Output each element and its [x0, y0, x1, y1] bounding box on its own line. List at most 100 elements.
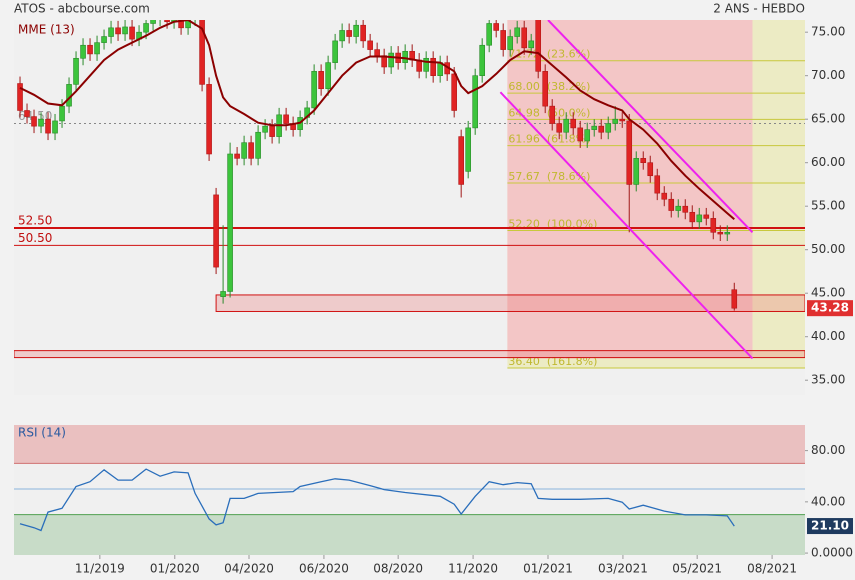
rsi-last-label: 21.10 [811, 519, 849, 533]
ema-legend: MME (13) [18, 23, 75, 37]
candle-body [682, 205, 689, 213]
candle-body [311, 71, 317, 109]
candle-body [353, 24, 359, 37]
candle-body [59, 105, 65, 122]
candle-body [143, 23, 149, 33]
support-zone [215, 294, 805, 312]
candle-body [402, 51, 408, 63]
candle-body [150, 20, 156, 24]
candle-body [346, 30, 352, 37]
candle-body [241, 142, 247, 159]
candle-body [556, 123, 563, 133]
candle-body [206, 84, 212, 155]
price-plot: 71.72 (23.6%)68.00 (38.2%)64.98 (50.0%)6… [14, 15, 805, 369]
level-label: 50.50 [18, 231, 52, 245]
oversold-zone [14, 514, 805, 555]
candle-body [577, 127, 584, 142]
last-price-box [807, 300, 853, 317]
candle-body [360, 24, 366, 42]
candle-body [619, 118, 626, 122]
level-label: 52.50 [18, 213, 52, 227]
y-tick-label: 45.00 [811, 286, 845, 300]
candle-body [451, 73, 457, 111]
rsi-legend: RSI (14) [18, 426, 66, 440]
candle-body [122, 26, 128, 35]
candle-body [703, 214, 710, 219]
candle-body [31, 116, 37, 127]
candle-body [521, 27, 528, 49]
candle-body [598, 125, 605, 133]
candle-body [633, 158, 640, 185]
rsi-tick-label: 40.00 [811, 494, 845, 508]
fibonacci-label: 68.00 (38.2%) [508, 80, 590, 93]
candle-body [465, 127, 471, 172]
rsi-line [19, 468, 735, 532]
candle-body [710, 218, 717, 233]
candle-body [38, 118, 44, 127]
candle-body [52, 120, 58, 134]
candle-body [549, 105, 556, 124]
candle-body [661, 192, 668, 200]
candle-body [332, 40, 338, 63]
candle-body [423, 57, 429, 72]
x-tick-label: 04/2020 [224, 562, 274, 576]
last-price-label: 43.28 [811, 301, 849, 315]
candle-body [248, 142, 254, 159]
candle-body [339, 30, 345, 42]
candle-body [654, 175, 661, 194]
candle-body [612, 118, 619, 124]
candle-body [689, 211, 696, 223]
y-tick-label: 35.00 [811, 373, 845, 387]
candle-body [605, 123, 612, 133]
y-tick-label: 75.00 [811, 25, 845, 39]
candle-body [731, 289, 738, 309]
x-tick-label: 11/2019 [75, 562, 125, 576]
candle-body [318, 71, 324, 90]
candle-body [486, 23, 492, 46]
x-tick-label: 08/2021 [747, 562, 797, 576]
candle-body [283, 114, 289, 124]
channel-line [499, 91, 754, 360]
candle-body [178, 20, 184, 29]
x-tick-label: 01/2021 [523, 562, 573, 576]
fibonacci-label: 57.67 (78.6%) [508, 170, 590, 183]
x-tick-label: 01/2020 [150, 562, 200, 576]
y-tick-label: 55.00 [811, 199, 845, 213]
candle-body [535, 20, 542, 72]
channel-line [547, 20, 754, 233]
candle-body [500, 30, 506, 50]
candle-body [458, 136, 464, 185]
candle-body [199, 20, 205, 85]
chart-subtitle: 2 ANS - HEBDO [713, 2, 805, 16]
candle-body [514, 27, 520, 37]
candle-body [563, 118, 570, 133]
candle-body [647, 162, 654, 177]
candle-body [528, 40, 535, 49]
axes: 35.00 40.00 45.00 50.00 55.00 60.00 65.00 70.00… [75, 25, 853, 576]
fibonacci-label: 64.98 (50.0%) [508, 106, 590, 119]
candle-body [262, 125, 268, 133]
candle-body [101, 36, 107, 43]
candle-body [129, 26, 135, 40]
x-tick-label: 08/2020 [373, 562, 423, 576]
candle-body [164, 20, 170, 23]
candle-body [193, 15, 198, 19]
fibonacci-label: 36.40 (161.8%) [508, 355, 597, 368]
candle-body [570, 118, 577, 129]
overbought-zone [14, 425, 805, 464]
candle-body [73, 57, 79, 85]
candle-body [87, 44, 93, 55]
candle-body [80, 44, 86, 59]
fibonacci-label: 61.96 (61.8%) [508, 133, 590, 146]
candle-body [717, 231, 724, 235]
candle-body [269, 125, 275, 137]
candle-body [17, 83, 23, 111]
rsi-last-box [807, 518, 853, 535]
candle-body [479, 44, 485, 76]
rsi-tick-label: 80.00 [811, 443, 845, 457]
candle-body [227, 153, 233, 292]
candle-body [626, 120, 633, 185]
candle-body [115, 27, 121, 35]
